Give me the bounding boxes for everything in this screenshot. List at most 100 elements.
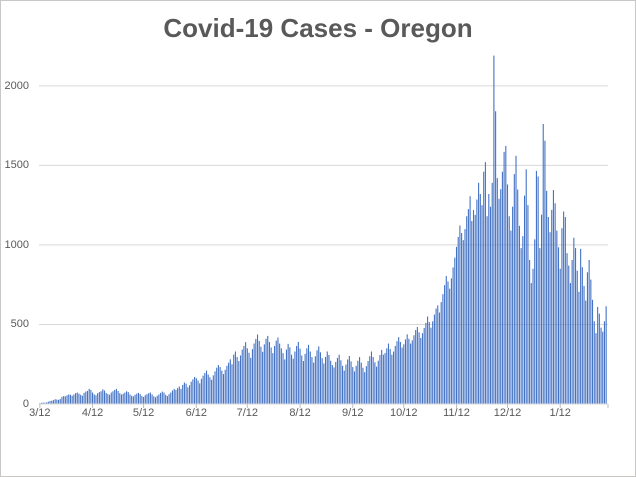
bar[interactable] [410,343,412,404]
bar[interactable] [188,385,191,404]
bar[interactable] [246,348,248,404]
bar[interactable] [168,394,170,404]
bar[interactable] [374,362,376,404]
bar[interactable] [81,395,83,404]
bar[interactable] [263,344,265,404]
bar[interactable] [289,347,291,404]
bar[interactable] [547,217,549,404]
bar[interactable] [552,190,554,404]
bar[interactable] [335,361,337,404]
bar[interactable] [418,332,420,404]
bar[interactable] [117,390,119,404]
bar[interactable] [80,394,82,404]
bar[interactable] [423,327,425,404]
bar[interactable] [353,371,356,404]
bar[interactable] [161,391,163,404]
bar[interactable] [551,209,553,404]
bar[interactable] [68,394,70,404]
bar[interactable] [445,275,447,404]
bar[interactable] [595,333,597,404]
bar[interactable] [234,351,236,405]
bar[interactable] [505,145,507,404]
bar[interactable] [56,399,58,404]
bar[interactable] [498,198,500,404]
bar[interactable] [212,375,214,404]
bar[interactable] [450,278,452,404]
bar[interactable] [301,355,303,404]
bar[interactable] [546,190,548,404]
bar[interactable] [428,322,430,404]
bar[interactable] [199,383,201,404]
bar[interactable] [512,206,514,404]
bar[interactable] [590,279,592,404]
bar[interactable] [365,366,367,404]
bar[interactable] [97,393,99,404]
bar[interactable] [313,362,315,404]
bar[interactable] [433,314,435,404]
bar[interactable] [243,345,245,404]
bar[interactable] [260,346,262,404]
bar[interactable] [506,184,509,404]
bar[interactable] [197,380,199,404]
bar[interactable] [182,384,184,404]
bar[interactable] [415,330,417,404]
bar[interactable] [146,394,148,404]
bar[interactable] [421,333,424,404]
bar[interactable] [304,353,306,404]
bar[interactable] [284,359,286,404]
bar[interactable] [190,381,192,404]
bar[interactable] [600,327,602,404]
bar[interactable] [328,355,330,404]
bar[interactable] [255,338,257,404]
bar[interactable] [557,247,560,404]
bar[interactable] [209,377,211,404]
bar[interactable] [251,349,253,404]
bar[interactable] [299,348,301,404]
bar[interactable] [486,216,488,404]
bar[interactable] [331,365,333,404]
bar[interactable] [282,353,284,404]
bar[interactable] [139,394,141,404]
bar[interactable] [318,346,320,404]
bar[interactable] [200,378,202,404]
bar[interactable] [525,169,527,404]
bar[interactable] [532,268,534,404]
bar[interactable] [386,348,388,404]
bar[interactable] [71,395,73,404]
bar[interactable] [326,351,328,405]
bar[interactable] [376,366,378,404]
bar[interactable] [605,306,607,404]
bar[interactable] [357,360,359,404]
bar[interactable] [131,395,133,404]
bar[interactable] [404,339,407,404]
bar[interactable] [573,237,575,404]
bar[interactable] [461,232,463,404]
bar[interactable] [136,393,138,404]
bar[interactable] [563,211,565,405]
bar[interactable] [287,343,289,404]
bar[interactable] [54,399,56,404]
bar[interactable] [92,392,94,404]
bar[interactable] [510,230,512,404]
bar[interactable] [493,55,495,405]
bar[interactable] [224,369,226,404]
bar[interactable] [268,341,270,404]
bar[interactable] [520,248,522,404]
bar[interactable] [297,341,299,404]
bar[interactable] [403,344,405,404]
bar[interactable] [127,392,129,404]
bar[interactable] [517,189,519,404]
bar[interactable] [273,345,276,404]
bar[interactable] [399,341,401,404]
bar[interactable] [173,388,175,404]
bar[interactable] [323,363,325,404]
bar[interactable] [76,392,78,404]
bar[interactable] [170,392,172,404]
bar[interactable] [425,322,427,404]
bar[interactable] [391,354,393,404]
bar[interactable] [372,357,374,404]
bar[interactable] [194,376,196,404]
bar[interactable] [114,390,116,404]
bar[interactable] [205,370,208,404]
bar[interactable] [238,361,240,404]
